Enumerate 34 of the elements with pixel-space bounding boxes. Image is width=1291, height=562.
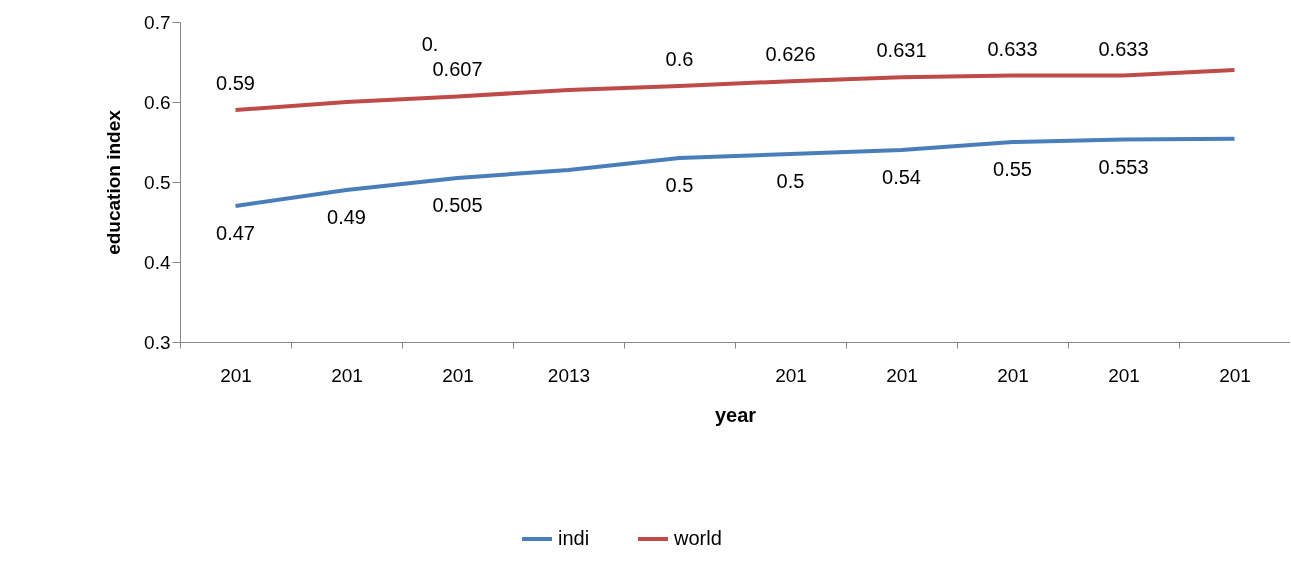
- x-tick-label: 201: [331, 364, 363, 386]
- data-label: 0.49: [327, 206, 366, 228]
- data-label: 0.631: [876, 39, 927, 62]
- legend-label: world: [673, 527, 722, 549]
- data-label: 0.505: [432, 194, 483, 216]
- data-label: 0.6: [665, 48, 694, 70]
- x-tick-label: 201: [886, 364, 918, 386]
- x-tick-label: 201: [442, 364, 474, 386]
- x-axis-title: year: [714, 403, 757, 426]
- data-label: 0.626: [765, 43, 816, 66]
- x-tick-label: 201: [997, 364, 1029, 386]
- data-label: 0.54: [882, 166, 921, 188]
- y-tick-label: 0.7: [144, 11, 171, 33]
- data-label: 0.5: [776, 170, 805, 192]
- y-tick-label: 0.3: [144, 331, 171, 353]
- data-label: 0.633: [987, 37, 1038, 60]
- x-tick-label: 201: [1108, 364, 1140, 386]
- data-label: 0.607: [432, 58, 483, 81]
- y-tick-label: 0.4: [144, 251, 171, 273]
- x-tick-label: 201: [220, 364, 252, 386]
- data-label: 0.553: [1098, 155, 1149, 178]
- legend-label: indi: [558, 527, 590, 549]
- data-label: 0.633: [1098, 37, 1149, 60]
- y-tick-label: 0.5: [144, 171, 171, 193]
- y-axis-title: education index: [103, 109, 125, 255]
- x-tick-label: 2013: [547, 364, 591, 386]
- annotation: 0.: [421, 33, 439, 55]
- data-label: 0.47: [216, 222, 255, 244]
- data-label: 0.5: [665, 174, 694, 196]
- x-tick-label: 201: [1219, 364, 1251, 386]
- x-tick-label: 201: [775, 364, 807, 386]
- data-label: 0.55: [993, 158, 1032, 180]
- y-tick-label: 0.6: [144, 91, 171, 113]
- data-label: 0.59: [216, 72, 255, 94]
